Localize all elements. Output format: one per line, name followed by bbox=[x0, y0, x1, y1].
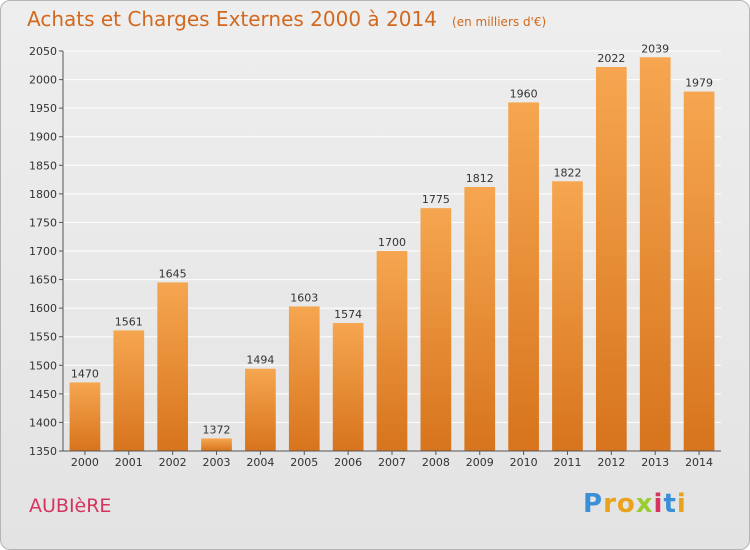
y-tick-label: 1700 bbox=[29, 245, 57, 258]
x-tick-label: 2003 bbox=[203, 456, 231, 469]
chart-subtitle: (en milliers d'€) bbox=[452, 15, 547, 29]
bar bbox=[464, 187, 496, 451]
bar bbox=[332, 323, 364, 451]
x-tick-label: 2002 bbox=[159, 456, 187, 469]
y-tick-label: 1900 bbox=[29, 131, 57, 144]
y-tick-label: 1350 bbox=[29, 445, 57, 458]
x-tick-label: 2014 bbox=[685, 456, 713, 469]
y-tick-label: 1550 bbox=[29, 331, 57, 344]
data-label: 1812 bbox=[466, 172, 494, 185]
bars bbox=[69, 57, 715, 452]
data-label: 1561 bbox=[115, 315, 143, 328]
y-tick-label: 2050 bbox=[29, 45, 57, 58]
bar bbox=[376, 251, 408, 451]
bar bbox=[201, 438, 232, 451]
x-tick-label: 2006 bbox=[334, 456, 362, 469]
logo-letter: P bbox=[583, 489, 604, 519]
y-tick-label: 1400 bbox=[29, 416, 57, 429]
bar bbox=[157, 282, 189, 451]
data-label: 1372 bbox=[203, 423, 231, 436]
bar bbox=[639, 57, 671, 452]
logo-letter: r bbox=[603, 489, 617, 519]
bar bbox=[508, 102, 539, 451]
data-label: 1494 bbox=[246, 354, 274, 367]
x-tick-label: 2008 bbox=[422, 456, 450, 469]
data-label: 2039 bbox=[641, 42, 669, 55]
chart-title-row: Achats et Charges Externes 2000 à 2014 (… bbox=[27, 7, 546, 31]
y-tick-label: 1850 bbox=[29, 159, 57, 172]
logo-letter: t bbox=[663, 489, 677, 519]
y-tick-label: 1950 bbox=[29, 102, 57, 115]
data-label: 1603 bbox=[290, 291, 318, 304]
data-label: 2022 bbox=[597, 52, 625, 65]
x-tick-label: 2001 bbox=[115, 456, 143, 469]
x-tick-label: 2012 bbox=[597, 456, 625, 469]
bar bbox=[288, 306, 320, 451]
bar bbox=[113, 330, 145, 451]
data-label: 1645 bbox=[159, 267, 187, 280]
data-label: 1470 bbox=[71, 367, 99, 380]
data-label: 1979 bbox=[685, 77, 713, 90]
logo-letter: o bbox=[616, 489, 636, 519]
bar bbox=[245, 368, 276, 451]
data-label: 1775 bbox=[422, 193, 450, 206]
bar bbox=[552, 181, 583, 452]
x-tick-label: 2011 bbox=[553, 456, 581, 469]
x-tick-label: 2007 bbox=[378, 456, 406, 469]
x-tick-label: 2013 bbox=[641, 456, 669, 469]
proxiti-logo[interactable]: Proxiti bbox=[583, 489, 687, 519]
x-tick-label: 2005 bbox=[290, 456, 318, 469]
y-tick-label: 1800 bbox=[29, 188, 57, 201]
y-tick-label: 2000 bbox=[29, 74, 57, 87]
x-tick-label: 2000 bbox=[71, 456, 99, 469]
axes bbox=[59, 50, 721, 455]
bar bbox=[683, 91, 715, 452]
data-label: 1574 bbox=[334, 308, 362, 321]
data-label: 1822 bbox=[553, 166, 581, 179]
bar bbox=[420, 208, 452, 451]
y-tick-label: 1500 bbox=[29, 359, 57, 372]
y-tick-label: 1650 bbox=[29, 274, 57, 287]
x-tick-label: 2010 bbox=[510, 456, 538, 469]
bar bbox=[595, 67, 627, 451]
commune-name: AUBIèRE bbox=[29, 495, 112, 517]
labels: 1350 1400 1450 1500 1550 1600 1650 1700 1750 1800… bbox=[29, 42, 713, 469]
x-tick-label: 2009 bbox=[466, 456, 494, 469]
y-tick-label: 1600 bbox=[29, 302, 57, 315]
chart-title: Achats et Charges Externes 2000 à 2014 bbox=[27, 7, 437, 31]
data-label: 1700 bbox=[378, 236, 406, 249]
bar bbox=[69, 382, 101, 451]
data-label: 1960 bbox=[510, 87, 538, 100]
y-tick-label: 1450 bbox=[29, 388, 57, 401]
logo-letter: i bbox=[676, 489, 687, 519]
logo-letter: i bbox=[653, 489, 664, 519]
x-tick-label: 2004 bbox=[246, 456, 274, 469]
logo-letter: x bbox=[635, 489, 654, 519]
y-tick-label: 1750 bbox=[29, 216, 57, 229]
